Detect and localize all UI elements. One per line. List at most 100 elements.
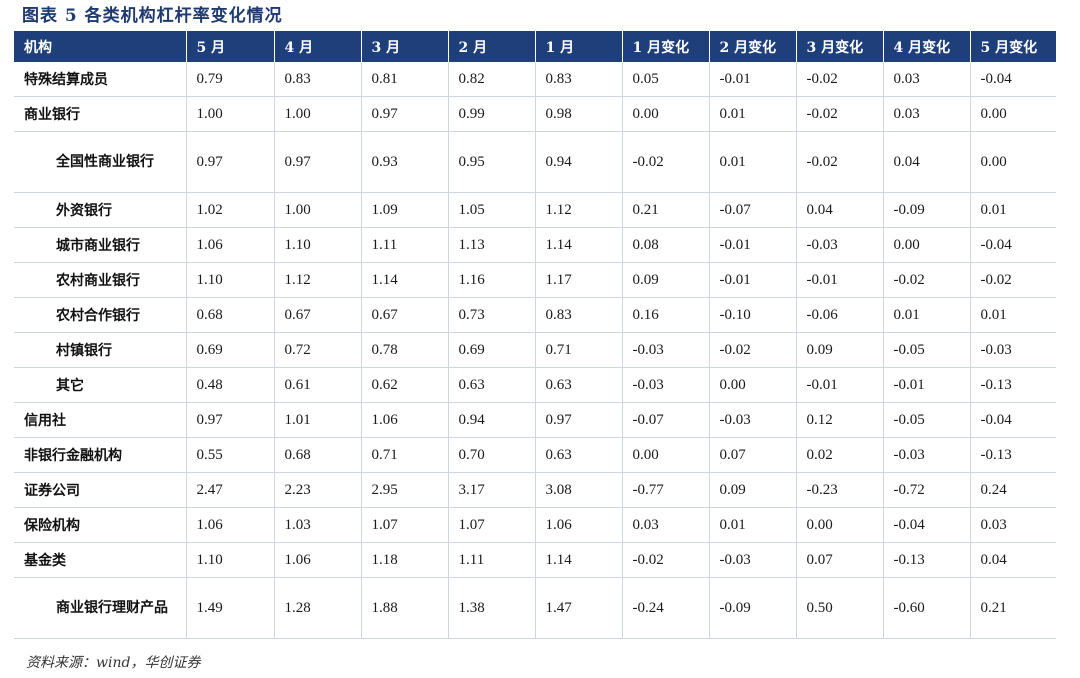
value-cell: -0.07 <box>622 402 710 438</box>
value-cell: 1.10 <box>186 262 275 298</box>
value-cell: -0.02 <box>709 332 797 368</box>
row-label: 全国性商业银行 <box>14 131 187 193</box>
value-cell: 0.99 <box>448 96 536 132</box>
value-cell: 0.12 <box>796 402 884 438</box>
row-label: 农村合作银行 <box>14 297 187 333</box>
row-label: 村镇银行 <box>14 332 187 368</box>
value-cell: 0.68 <box>186 297 275 333</box>
value-cell: 0.94 <box>448 402 536 438</box>
row-label: 证券公司 <box>14 472 187 508</box>
value-cell: 3.17 <box>448 472 536 508</box>
value-cell: 1.28 <box>274 577 362 639</box>
value-cell: 0.97 <box>535 402 623 438</box>
value-cell: 0.83 <box>274 62 362 97</box>
value-cell: -0.05 <box>883 332 971 368</box>
value-cell: 1.00 <box>274 192 362 228</box>
value-cell: 0.01 <box>709 131 797 193</box>
value-cell: 0.00 <box>622 96 710 132</box>
value-cell: -0.01 <box>883 367 971 403</box>
value-cell: 0.04 <box>970 542 1056 578</box>
header-feb: 2 月 <box>448 31 536 62</box>
value-cell: 0.72 <box>274 332 362 368</box>
value-cell: -0.07 <box>709 192 797 228</box>
value-cell: 0.08 <box>622 227 710 263</box>
table-row: 城市商业银行 1.06 1.10 1.11 1.13 1.14 0.08 -0.01 -0.03… <box>14 227 1056 263</box>
row-label: 其它 <box>14 367 187 403</box>
header-jan-change: 1 月变化 <box>622 31 710 62</box>
header-mar: 3 月 <box>361 31 449 62</box>
value-cell: 1.16 <box>448 262 536 298</box>
table-row: 信用社 0.97 1.01 1.06 0.94 0.97 -0.07 -0.03 0.12 -0.… <box>14 402 1056 438</box>
value-cell: 0.00 <box>970 96 1056 132</box>
row-label: 信用社 <box>14 402 187 438</box>
value-cell: 0.03 <box>883 96 971 132</box>
value-cell: 0.83 <box>535 297 623 333</box>
value-cell: 0.04 <box>796 192 884 228</box>
value-cell: 1.06 <box>535 507 623 543</box>
value-cell: -0.02 <box>796 96 884 132</box>
value-cell: 0.04 <box>883 131 971 193</box>
value-cell: 0.03 <box>970 507 1056 543</box>
value-cell: 0.01 <box>709 96 797 132</box>
value-cell: 1.47 <box>535 577 623 639</box>
value-cell: 1.38 <box>448 577 536 639</box>
figure-title: 图表 5 各类机构杠杆率变化情况 <box>22 6 283 26</box>
value-cell: 0.69 <box>448 332 536 368</box>
value-cell: 1.09 <box>361 192 449 228</box>
value-cell: 0.55 <box>186 437 275 473</box>
value-cell: 0.79 <box>186 62 275 97</box>
row-label: 基金类 <box>14 542 187 578</box>
value-cell: -0.72 <box>883 472 971 508</box>
header-row: 机构 5 月 4 月 3 月 2 月 1 月 1 月变化 2 月变化 3 月变化… <box>14 31 1056 62</box>
row-label: 商业银行 <box>14 96 187 132</box>
value-cell: 0.05 <box>622 62 710 97</box>
value-cell: 0.63 <box>535 437 623 473</box>
value-cell: 0.16 <box>622 297 710 333</box>
row-label: 商业银行理财产品 <box>14 577 187 639</box>
table-row: 村镇银行 0.69 0.72 0.78 0.69 0.71 -0.03 -0.02 0.09 -0… <box>14 332 1056 368</box>
value-cell: -0.04 <box>970 402 1056 438</box>
value-cell: 0.97 <box>186 402 275 438</box>
value-cell: 0.62 <box>361 367 449 403</box>
value-cell: -0.02 <box>622 542 710 578</box>
value-cell: 0.63 <box>448 367 536 403</box>
value-cell: 1.06 <box>361 402 449 438</box>
table-row: 农村合作银行 0.68 0.67 0.67 0.73 0.83 0.16 -0.10 -0.06… <box>14 297 1056 333</box>
value-cell: 0.09 <box>709 472 797 508</box>
header-apr: 4 月 <box>274 31 362 62</box>
value-cell: -0.03 <box>622 332 710 368</box>
value-cell: 1.88 <box>361 577 449 639</box>
value-cell: -0.01 <box>709 262 797 298</box>
value-cell: 0.07 <box>796 542 884 578</box>
value-cell: 1.13 <box>448 227 536 263</box>
value-cell: 0.00 <box>970 131 1056 193</box>
value-cell: 1.00 <box>186 96 275 132</box>
value-cell: 1.11 <box>361 227 449 263</box>
value-cell: 0.61 <box>274 367 362 403</box>
row-label: 非银行金融机构 <box>14 437 187 473</box>
value-cell: 1.18 <box>361 542 449 578</box>
value-cell: -0.13 <box>883 542 971 578</box>
value-cell: 0.94 <box>535 131 623 193</box>
value-cell: 0.98 <box>535 96 623 132</box>
value-cell: 1.12 <box>535 192 623 228</box>
value-cell: 0.63 <box>535 367 623 403</box>
value-cell: -0.03 <box>970 332 1056 368</box>
value-cell: -0.10 <box>709 297 797 333</box>
table-row: 商业银行 1.00 1.00 0.97 0.99 0.98 0.00 0.01 -0.02 0.0… <box>14 96 1056 132</box>
row-label: 特殊结算成员 <box>14 62 187 97</box>
value-cell: -0.60 <box>883 577 971 639</box>
header-jan: 1 月 <box>535 31 623 62</box>
value-cell: -0.05 <box>883 402 971 438</box>
value-cell: 0.00 <box>883 227 971 263</box>
value-cell: -0.77 <box>622 472 710 508</box>
value-cell: 0.01 <box>883 297 971 333</box>
value-cell: -0.09 <box>883 192 971 228</box>
value-cell: 1.01 <box>274 402 362 438</box>
value-cell: 0.82 <box>448 62 536 97</box>
value-cell: 3.08 <box>535 472 623 508</box>
value-cell: 1.05 <box>448 192 536 228</box>
value-cell: 0.01 <box>970 297 1056 333</box>
value-cell: 1.03 <box>274 507 362 543</box>
value-cell: -0.02 <box>970 262 1056 298</box>
